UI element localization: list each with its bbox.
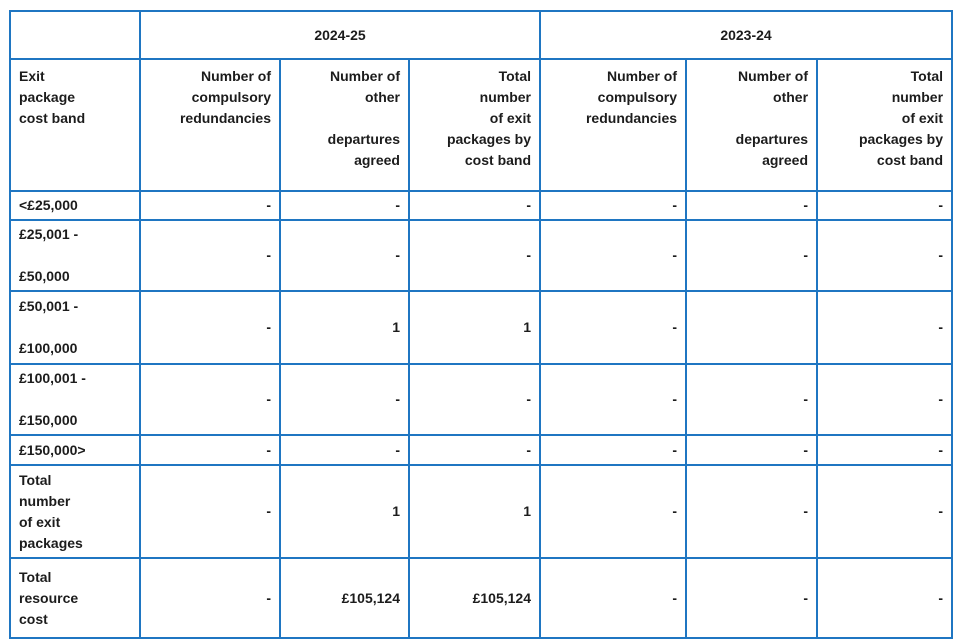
table-row-over-150000: £150,000> - - - - - - [9,434,954,466]
cell-value: - [539,290,688,365]
cell-value: 1 [407,464,542,559]
cell-value: - [279,363,410,436]
cell-value: £105,124 [279,557,410,639]
column-header-row: Exit package cost band Number of compuls… [9,58,954,192]
cell-value: - [539,190,688,221]
exit-packages-table: 2024-25 2023-24 Exit package cost band N… [9,10,954,639]
cell-value: - [539,363,688,436]
cell-value: - [139,363,281,436]
row-label: Total number of exit packages [9,464,141,559]
cell-value: - [139,190,281,221]
cell-value: - [816,464,954,559]
cell-value: - [685,190,819,221]
cell-value: - [816,219,954,292]
cell-value: - [139,557,281,639]
cell-value: - [816,434,954,466]
table-row-50001-100000: £50,001 - £100,000 - 1 1 - - [9,290,954,365]
cell-value: - [539,434,688,466]
header-total-exit-packages-2024-25: Total number of exit packages by cost ba… [407,58,542,192]
cell-value: - [685,464,819,559]
cell-value: - [139,464,281,559]
cell-value: - [685,557,819,639]
cell-value: - [139,290,281,365]
cell-value: £105,124 [407,557,542,639]
cell-value: 1 [279,290,410,365]
row-label: <£25,000 [9,190,141,221]
cell-value: - [139,434,281,466]
header-total-exit-packages-2023-24: Total number of exit packages by cost ba… [816,58,954,192]
table-row-total-resource-cost: Total resource cost - £105,124 £105,124 … [9,557,954,639]
year-header-2023-24: 2023-24 [539,10,954,60]
cell-value: - [407,190,542,221]
cell-value: - [685,363,819,436]
table-row-100001-150000: £100,001 - £150,000 - - - - - - [9,363,954,436]
cell-value: - [816,190,954,221]
cell-value: 1 [407,290,542,365]
year-header-2024-25: 2024-25 [138,10,542,60]
table-row-under-25000: <£25,000 - - - - - - [9,190,954,221]
header-other-departures-2023-24: Number of other departures agreed [685,58,819,192]
cell-value [685,290,819,365]
cell-value: - [407,219,542,292]
cell-value: 1 [279,464,410,559]
cell-value: - [816,363,954,436]
cell-value: - [685,434,819,466]
cell-value: - [539,219,688,292]
cell-value: - [685,219,819,292]
header-compulsory-redundancies-2024-25: Number of compulsory redundancies [139,58,281,192]
cell-value: - [139,219,281,292]
cell-value: - [279,219,410,292]
table-row-25001-50000: £25,001 - £50,000 - - - - - - [9,219,954,292]
header-compulsory-redundancies-2023-24: Number of compulsory redundancies [539,58,688,192]
corner-empty-cell [9,10,141,60]
cell-value: - [539,557,688,639]
row-label: £25,001 - £50,000 [9,219,141,292]
cell-value: - [279,190,410,221]
header-other-departures-2024-25: Number of other departures agreed [279,58,410,192]
cell-value: - [279,434,410,466]
header-exit-package-cost-band: Exit package cost band [9,58,141,192]
cell-value: - [407,434,542,466]
row-label: £100,001 - £150,000 [9,363,141,436]
cell-value: - [539,464,688,559]
cell-value: - [407,363,542,436]
table-row-total-number-exit-packages: Total number of exit packages - 1 1 - - … [9,464,954,559]
cell-value: - [816,290,954,365]
cell-value: - [816,557,954,639]
row-label: £50,001 - £100,000 [9,290,141,365]
year-header-row: 2024-25 2023-24 [9,10,954,60]
row-label: Total resource cost [9,557,141,639]
row-label: £150,000> [9,434,141,466]
